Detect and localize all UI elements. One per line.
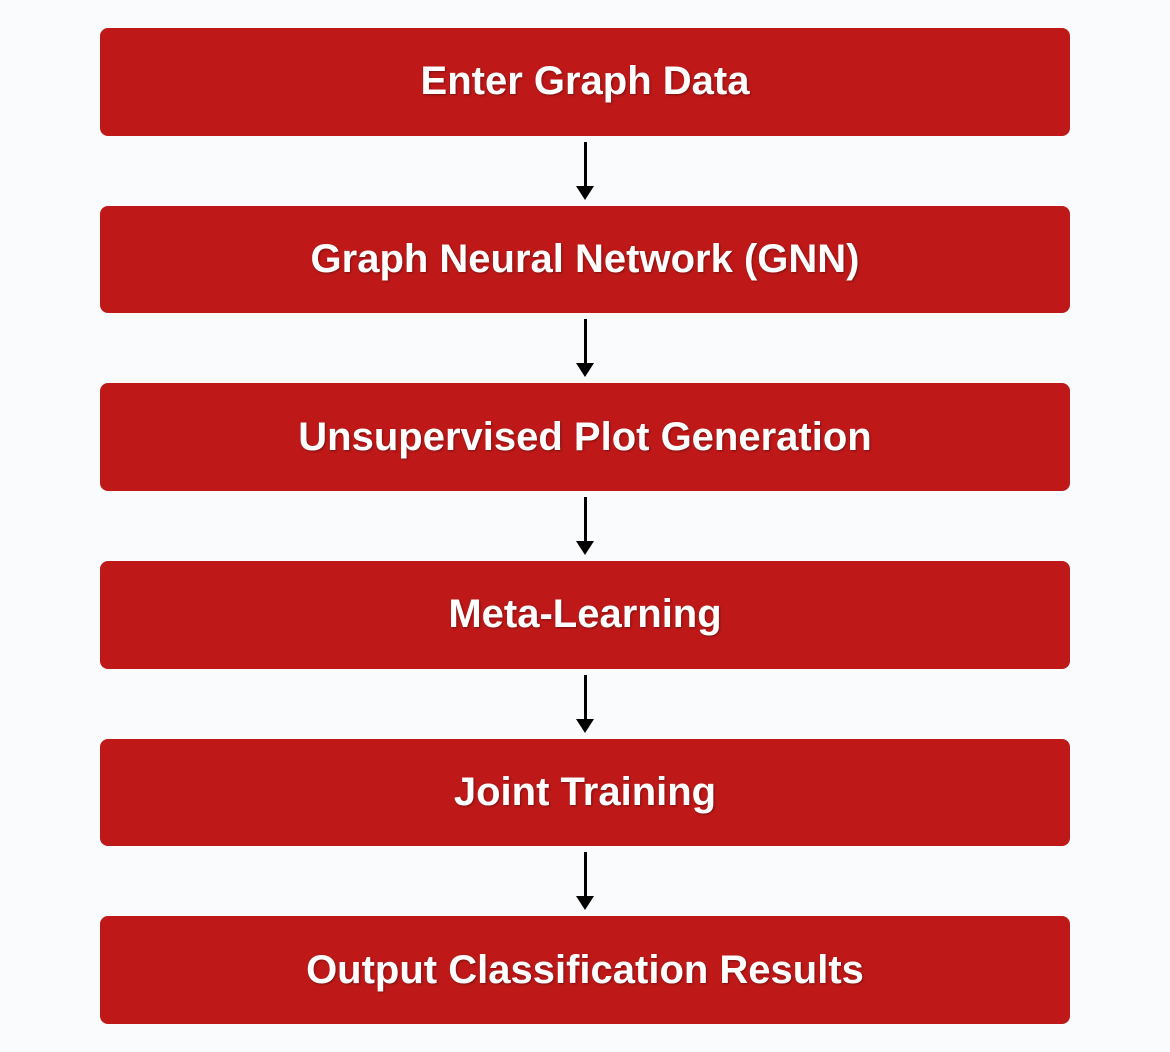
flow-box-enter-graph-data: Enter Graph Data (100, 28, 1070, 136)
flow-box-meta-learning: Meta-Learning (100, 561, 1070, 669)
flow-arrow (576, 675, 594, 733)
flow-arrow (576, 852, 594, 910)
flow-box-label: Joint Training (454, 770, 716, 815)
arrow-head-icon (576, 186, 594, 200)
flow-box-unsupervised-plot-generation: Unsupervised Plot Generation (100, 383, 1070, 491)
flow-box-label: Graph Neural Network (GNN) (311, 237, 860, 282)
flow-arrow (576, 497, 594, 555)
flow-box-label: Unsupervised Plot Generation (298, 415, 871, 460)
arrow-line (584, 497, 587, 541)
arrow-head-icon (576, 363, 594, 377)
arrow-head-icon (576, 719, 594, 733)
flow-box-output-classification-results: Output Classification Results (100, 916, 1070, 1024)
arrow-head-icon (576, 541, 594, 555)
arrow-line (584, 319, 587, 363)
flow-arrow (576, 319, 594, 377)
arrow-line (584, 852, 587, 896)
arrow-head-icon (576, 896, 594, 910)
flow-box-joint-training: Joint Training (100, 739, 1070, 847)
flow-box-label: Meta-Learning (448, 592, 721, 637)
flow-box-gnn: Graph Neural Network (GNN) (100, 206, 1070, 314)
flow-arrow (576, 142, 594, 200)
arrow-line (584, 675, 587, 719)
flow-box-label: Output Classification Results (306, 948, 864, 993)
flow-box-label: Enter Graph Data (421, 59, 750, 104)
arrow-line (584, 142, 587, 186)
